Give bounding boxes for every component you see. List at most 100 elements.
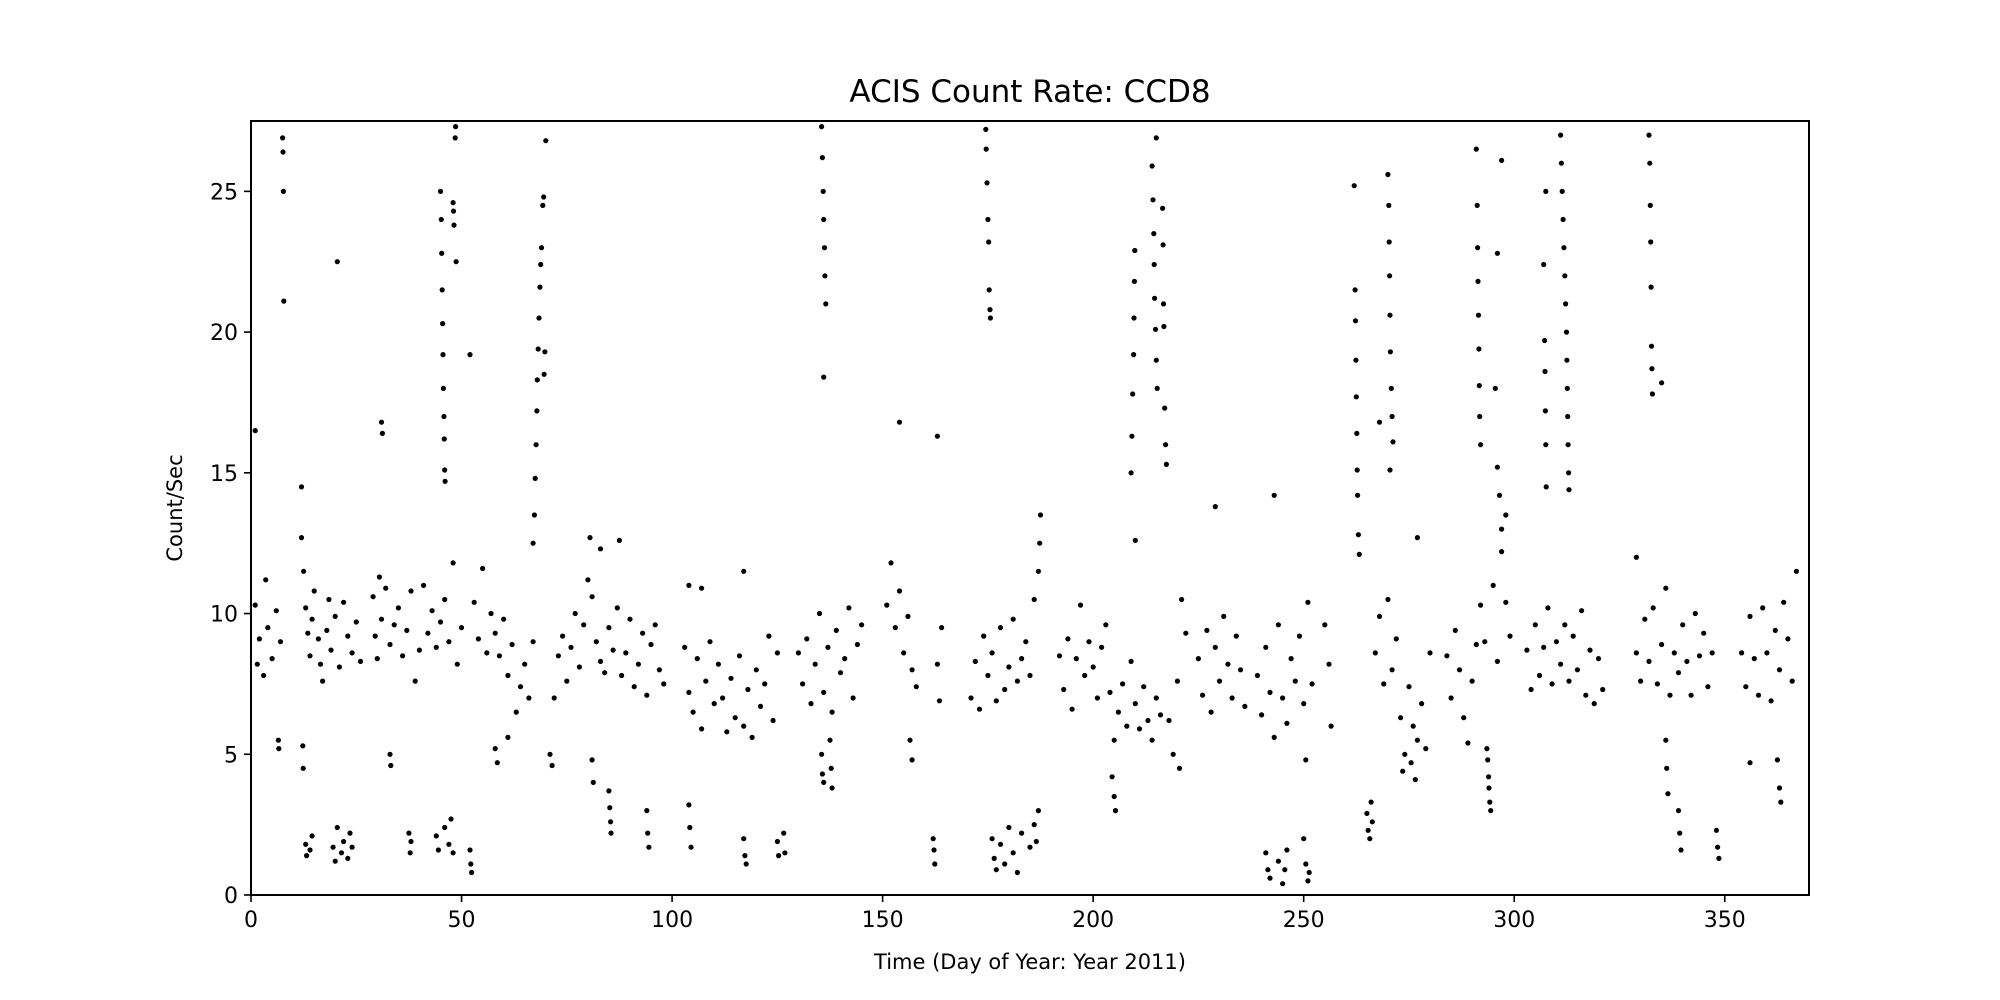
data-point [1659,380,1665,386]
data-point [347,830,353,836]
data-point [1145,717,1151,724]
data-point [453,124,459,130]
data-point [442,824,448,831]
data-point [1701,630,1707,636]
data-point [782,850,788,856]
data-point [757,703,764,710]
data-point [1591,701,1597,707]
data-point [452,135,458,141]
data-point [1677,830,1683,836]
data-point [1543,442,1549,448]
data-point [1678,847,1684,853]
data-point [1353,394,1359,400]
data-point [442,478,448,484]
data-point [822,273,828,279]
data-point [896,588,903,594]
data-point [1322,622,1328,628]
data-point [645,830,651,836]
data-point [1423,746,1429,752]
data-point [1282,867,1288,873]
data-point [441,413,447,420]
data-point [1461,715,1467,721]
data-point [336,664,342,670]
data-point [1473,641,1479,648]
data-point [1398,715,1404,721]
data-point [1387,349,1393,355]
x-tick-label: 350 [1704,908,1746,933]
data-point [1356,551,1362,558]
data-point [819,771,826,777]
data-point [1600,686,1606,693]
data-point [298,484,305,490]
data-point [1475,278,1481,284]
data-point [989,836,995,842]
data-point [589,594,595,600]
data-point [1389,413,1395,420]
data-point [976,706,983,712]
data-point [913,684,919,690]
data-point [273,608,279,614]
data-point [1566,678,1572,684]
data-point [981,633,987,639]
data-point [972,658,978,665]
data-point [531,512,538,518]
data-point [688,844,694,850]
data-point [1237,667,1244,673]
data-point [1649,366,1655,372]
data-point [307,847,313,853]
data-point [1263,644,1269,650]
data-point [1524,647,1530,653]
data-point [441,436,447,442]
data-point [263,577,269,583]
data-point [720,695,726,701]
data-point [437,619,444,625]
data-point [640,630,646,636]
data-point [530,639,536,645]
data-point [1216,678,1223,684]
data-point [1388,385,1394,391]
data-point [1390,439,1396,445]
x-axis: 0 50 100 150 200 250 300 350 [244,895,1746,933]
data-point [1566,470,1572,476]
data-point [442,467,448,473]
data-point [1642,616,1648,622]
data-point [1271,734,1277,741]
data-point [1406,684,1412,690]
data-point [307,653,313,659]
data-point [534,377,540,383]
data-point [501,616,507,622]
data-point [1229,695,1235,701]
data-point [1667,692,1673,698]
data-point [939,625,945,631]
data-point [437,188,444,194]
data-point [1149,163,1155,169]
data-point [328,647,334,653]
data-point [1265,867,1271,873]
data-point [610,647,616,653]
data-point [1124,723,1130,729]
data-point [1301,701,1307,707]
data-point [1132,247,1138,254]
data-point [1284,720,1290,726]
y-axis-label: Count/Sec [163,454,187,561]
data-point [372,633,378,639]
data-point [1355,532,1361,538]
data-point [1111,793,1117,800]
data-point [821,245,828,251]
data-point [536,315,542,321]
data-point [526,695,532,701]
data-point [968,695,974,701]
data-point [1387,312,1393,318]
data-point [606,625,612,631]
data-point [1130,391,1136,397]
data-point [585,577,591,583]
data-point [492,630,498,636]
data-point [1151,231,1157,237]
data-point [1402,751,1408,757]
data-point [1280,695,1286,701]
data-point [1367,836,1373,842]
data-point [1073,656,1079,662]
data-point [1208,709,1214,715]
data-point [1170,751,1176,757]
data-point [1233,633,1239,639]
